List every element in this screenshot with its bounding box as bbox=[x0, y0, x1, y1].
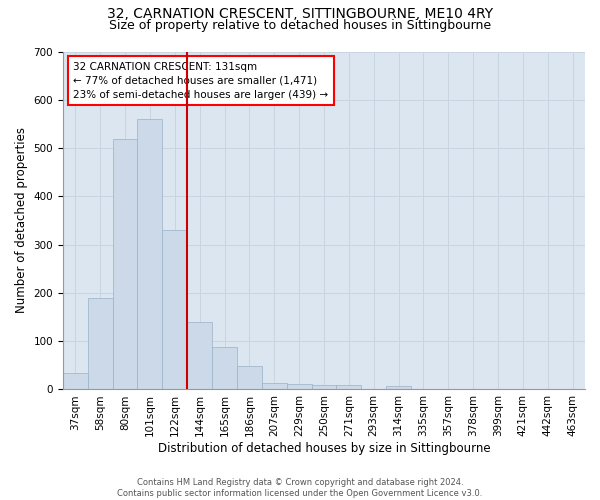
Bar bbox=[386, 386, 411, 390]
Bar bbox=[212, 348, 237, 390]
Bar bbox=[187, 322, 212, 390]
Bar bbox=[113, 140, 137, 390]
Text: 32 CARNATION CRESCENT: 131sqm
← 77% of detached houses are smaller (1,471)
23% o: 32 CARNATION CRESCENT: 131sqm ← 77% of d… bbox=[73, 62, 328, 100]
Text: Contains HM Land Registry data © Crown copyright and database right 2024.
Contai: Contains HM Land Registry data © Crown c… bbox=[118, 478, 482, 498]
Bar bbox=[63, 372, 88, 390]
Bar bbox=[163, 230, 187, 390]
Bar bbox=[137, 119, 163, 390]
Bar bbox=[311, 384, 337, 390]
Text: 32, CARNATION CRESCENT, SITTINGBOURNE, ME10 4RY: 32, CARNATION CRESCENT, SITTINGBOURNE, M… bbox=[107, 8, 493, 22]
Y-axis label: Number of detached properties: Number of detached properties bbox=[15, 128, 28, 314]
Bar bbox=[88, 298, 113, 390]
Bar bbox=[287, 384, 311, 390]
Bar bbox=[337, 384, 361, 390]
Bar bbox=[262, 382, 287, 390]
Bar bbox=[237, 366, 262, 390]
Text: Size of property relative to detached houses in Sittingbourne: Size of property relative to detached ho… bbox=[109, 19, 491, 32]
X-axis label: Distribution of detached houses by size in Sittingbourne: Distribution of detached houses by size … bbox=[158, 442, 490, 455]
